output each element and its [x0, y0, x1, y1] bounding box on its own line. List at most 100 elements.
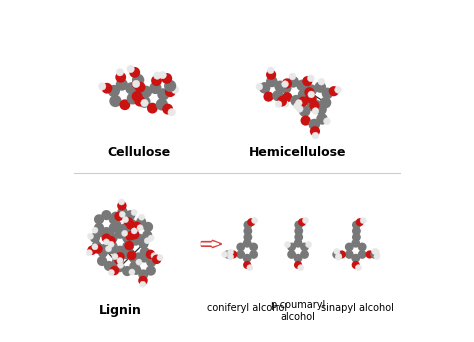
Circle shape — [87, 233, 93, 239]
Circle shape — [119, 99, 130, 110]
Circle shape — [373, 249, 379, 255]
Circle shape — [244, 227, 252, 235]
Circle shape — [306, 241, 312, 248]
FancyArrow shape — [201, 242, 219, 246]
Circle shape — [243, 254, 252, 263]
Circle shape — [308, 91, 315, 98]
Circle shape — [110, 212, 121, 222]
Circle shape — [98, 248, 108, 258]
Circle shape — [119, 224, 129, 234]
Circle shape — [106, 244, 116, 254]
Circle shape — [106, 238, 116, 248]
Circle shape — [311, 100, 322, 111]
Circle shape — [118, 207, 128, 217]
Circle shape — [334, 248, 340, 254]
Circle shape — [132, 74, 144, 86]
Circle shape — [302, 76, 312, 86]
Circle shape — [247, 218, 255, 226]
Circle shape — [131, 256, 142, 266]
Circle shape — [132, 91, 143, 102]
Circle shape — [146, 265, 156, 276]
Circle shape — [110, 266, 119, 275]
Circle shape — [97, 256, 107, 266]
Circle shape — [249, 250, 258, 259]
Text: Cellulose: Cellulose — [107, 146, 170, 159]
Circle shape — [352, 233, 361, 241]
Circle shape — [133, 230, 139, 236]
Circle shape — [146, 257, 156, 267]
Circle shape — [99, 83, 106, 90]
Circle shape — [92, 227, 98, 233]
Circle shape — [137, 225, 143, 231]
Circle shape — [322, 88, 333, 99]
Text: Lignin: Lignin — [99, 304, 141, 317]
Circle shape — [135, 234, 145, 244]
Circle shape — [335, 87, 341, 93]
Circle shape — [300, 242, 309, 251]
Circle shape — [91, 241, 102, 251]
Circle shape — [310, 101, 319, 111]
Circle shape — [272, 90, 284, 102]
Circle shape — [256, 83, 263, 90]
Circle shape — [106, 236, 116, 246]
Circle shape — [264, 92, 273, 102]
Circle shape — [318, 78, 325, 85]
Circle shape — [161, 73, 172, 84]
Circle shape — [267, 67, 274, 74]
Circle shape — [114, 212, 124, 221]
Circle shape — [165, 86, 176, 97]
Circle shape — [374, 253, 380, 260]
Circle shape — [108, 241, 114, 247]
Circle shape — [312, 132, 319, 139]
Circle shape — [140, 86, 152, 98]
Circle shape — [149, 82, 162, 94]
Text: sinapyl alcohol: sinapyl alcohol — [321, 303, 394, 313]
Circle shape — [298, 96, 308, 107]
Circle shape — [136, 217, 146, 227]
Circle shape — [122, 266, 132, 276]
Circle shape — [294, 239, 302, 248]
Circle shape — [128, 229, 137, 239]
Circle shape — [128, 230, 137, 240]
Circle shape — [130, 236, 141, 246]
Circle shape — [138, 96, 151, 108]
Circle shape — [140, 247, 150, 257]
Circle shape — [301, 116, 310, 126]
Circle shape — [168, 108, 175, 116]
Circle shape — [127, 92, 139, 105]
Circle shape — [284, 241, 291, 248]
Circle shape — [126, 219, 136, 229]
Circle shape — [122, 233, 132, 243]
Circle shape — [296, 80, 308, 91]
Circle shape — [249, 242, 258, 251]
Circle shape — [282, 92, 292, 102]
Circle shape — [125, 210, 136, 220]
Circle shape — [109, 95, 121, 107]
Circle shape — [104, 261, 114, 271]
Circle shape — [294, 221, 303, 229]
Circle shape — [370, 250, 379, 259]
Circle shape — [290, 95, 302, 106]
Circle shape — [266, 76, 278, 87]
Circle shape — [118, 262, 124, 268]
Circle shape — [329, 86, 339, 96]
Circle shape — [288, 76, 299, 88]
Circle shape — [335, 254, 341, 260]
Circle shape — [277, 96, 287, 106]
Circle shape — [157, 254, 163, 261]
Circle shape — [307, 100, 318, 111]
Circle shape — [87, 246, 97, 255]
Circle shape — [336, 253, 342, 260]
Circle shape — [138, 269, 148, 279]
Circle shape — [312, 108, 319, 114]
Circle shape — [224, 250, 233, 259]
Circle shape — [101, 210, 111, 220]
Circle shape — [115, 252, 125, 262]
Circle shape — [119, 211, 125, 218]
Circle shape — [136, 259, 142, 265]
Circle shape — [138, 276, 148, 285]
Circle shape — [307, 94, 317, 104]
Circle shape — [108, 233, 118, 243]
Circle shape — [282, 101, 289, 107]
Circle shape — [309, 119, 320, 130]
